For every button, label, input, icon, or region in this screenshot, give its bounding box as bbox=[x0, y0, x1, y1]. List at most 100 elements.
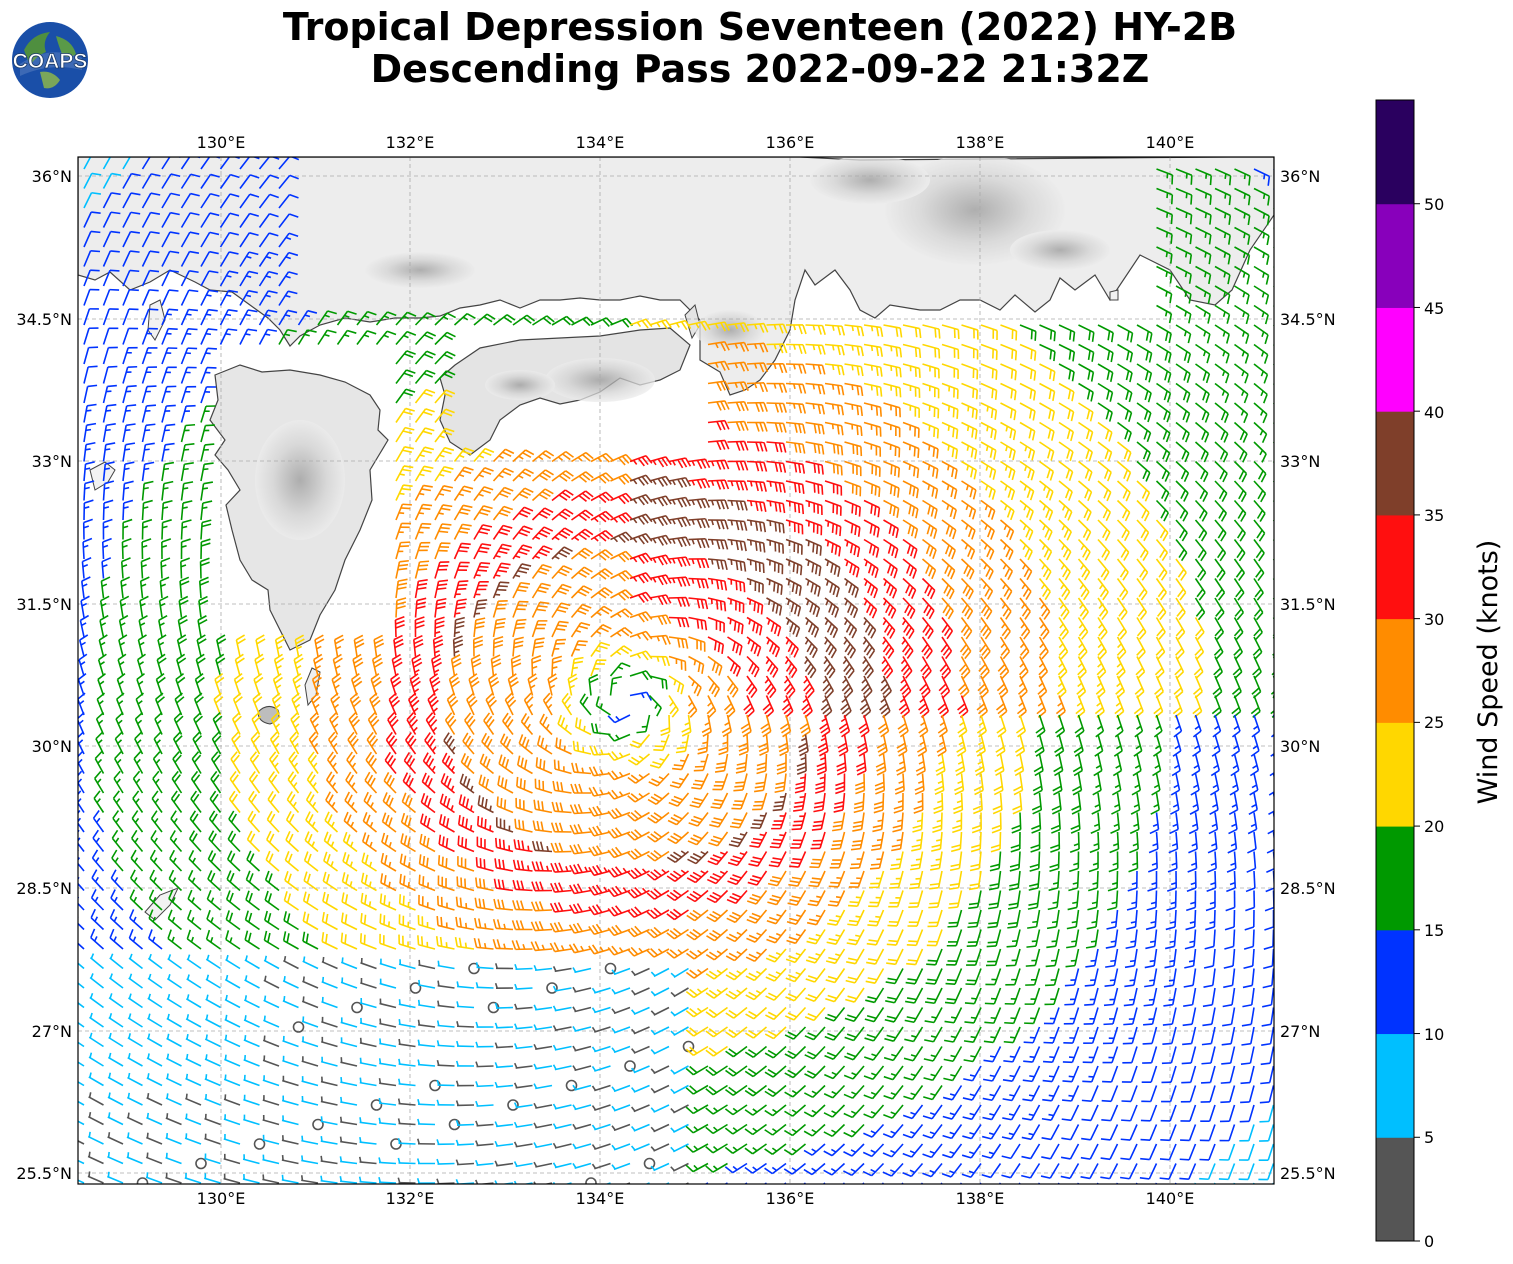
wind-barb bbox=[414, 369, 436, 385]
wind-barb bbox=[590, 317, 614, 327]
wind-barb bbox=[102, 346, 118, 365]
wind-barb bbox=[1097, 382, 1114, 402]
wind-barb bbox=[1097, 343, 1114, 363]
lat-tick-label: 31.5°N bbox=[16, 595, 72, 614]
wind-barb bbox=[1272, 480, 1274, 483]
wind-barb bbox=[1272, 402, 1274, 405]
wind-barb bbox=[1195, 187, 1212, 205]
wind-barb bbox=[668, 319, 692, 331]
wind-barb bbox=[122, 308, 139, 326]
wind-barb bbox=[844, 382, 864, 397]
wind-barb bbox=[1195, 285, 1212, 304]
wind-barb bbox=[707, 400, 730, 411]
chart-subtitle: Descending Pass 2022-09-22 21:32Z bbox=[370, 47, 1150, 91]
wind-barb bbox=[766, 363, 788, 374]
wind-barb bbox=[844, 343, 864, 357]
wind-barb bbox=[883, 402, 901, 418]
wind-barb bbox=[83, 230, 101, 248]
wind-barb bbox=[141, 385, 157, 404]
wind-barb bbox=[102, 384, 117, 404]
wind-barb bbox=[941, 324, 960, 340]
wind-barb bbox=[922, 402, 940, 419]
wind-barb bbox=[278, 309, 298, 326]
wind-barb bbox=[746, 362, 769, 373]
wind-barb bbox=[122, 365, 138, 384]
wind-barb bbox=[161, 231, 180, 248]
wind-barb bbox=[1117, 402, 1133, 423]
wind-barb bbox=[258, 193, 279, 209]
wind-barb bbox=[336, 329, 357, 345]
wind-barb bbox=[102, 269, 120, 287]
wind-barb bbox=[941, 363, 959, 379]
wind-barb bbox=[1214, 285, 1231, 305]
wind-barb bbox=[141, 157, 161, 170]
wind-barb bbox=[727, 400, 749, 412]
wind-barb bbox=[102, 403, 117, 423]
wind-barb bbox=[512, 314, 536, 326]
wind-barb bbox=[200, 212, 220, 228]
wind-barb bbox=[1253, 324, 1269, 345]
wind-barb bbox=[102, 365, 118, 384]
wind-barb bbox=[161, 385, 177, 404]
wind-barb bbox=[1195, 402, 1210, 423]
colorbar-segment bbox=[1376, 929, 1414, 1035]
wind-barb bbox=[1214, 402, 1229, 423]
wind-barb bbox=[1097, 402, 1113, 422]
wind-barb bbox=[571, 316, 594, 327]
wind-barb bbox=[1175, 207, 1193, 225]
wind-barb bbox=[1272, 539, 1274, 542]
lat-tick-label: 25.5°N bbox=[1280, 1164, 1336, 1183]
wind-barb bbox=[1272, 558, 1274, 562]
wind-barb bbox=[122, 327, 139, 345]
wind-barb bbox=[434, 350, 456, 365]
lat-tick-label: 33°N bbox=[1280, 452, 1320, 471]
wind-barb bbox=[746, 382, 769, 393]
wind-barb bbox=[1058, 324, 1076, 342]
wind-barb bbox=[200, 173, 220, 189]
wind-barb bbox=[1253, 363, 1269, 384]
wind-barb bbox=[1234, 187, 1251, 206]
colorbar-tick-label: 40 bbox=[1424, 403, 1444, 422]
wind-barb bbox=[219, 289, 239, 306]
wind-barb bbox=[1156, 363, 1172, 383]
wind-barb bbox=[941, 343, 960, 360]
wind-barb bbox=[1253, 402, 1268, 424]
wind-barb bbox=[1195, 226, 1212, 245]
wind-barb bbox=[1175, 265, 1192, 284]
wind-barb bbox=[258, 174, 280, 189]
wind-barb bbox=[180, 270, 199, 287]
lon-tick-label: 134°E bbox=[576, 1189, 625, 1208]
wind-barb bbox=[1253, 168, 1271, 186]
wind-barb bbox=[1116, 1182, 1119, 1184]
wind-barb bbox=[883, 382, 902, 398]
wind-barb bbox=[1175, 382, 1191, 403]
wind-barb bbox=[161, 308, 179, 326]
wind-barb bbox=[727, 381, 749, 392]
wind-barb bbox=[83, 288, 100, 306]
wind-barb bbox=[375, 330, 397, 345]
wind-barb bbox=[395, 350, 416, 365]
wind-barb bbox=[122, 192, 141, 209]
wind-barb bbox=[1156, 382, 1172, 403]
wind-barb bbox=[239, 328, 258, 345]
wind-barb bbox=[102, 327, 119, 345]
wind-barb bbox=[1273, 207, 1274, 210]
wind-barb bbox=[356, 330, 377, 345]
wind-barb bbox=[278, 193, 299, 209]
wind-barb bbox=[278, 328, 297, 345]
wind-barb bbox=[180, 366, 197, 384]
wind-barb bbox=[1058, 363, 1075, 382]
izu-oshima-island bbox=[1109, 289, 1119, 301]
wind-barb bbox=[1252, 1182, 1255, 1184]
wind-barb bbox=[83, 327, 99, 345]
wind-barb bbox=[1156, 324, 1172, 344]
wind-barb bbox=[336, 310, 357, 326]
wind-barb bbox=[1175, 343, 1192, 364]
wind-barb bbox=[278, 232, 299, 248]
wind-barb bbox=[493, 314, 516, 326]
wind-barb bbox=[1272, 421, 1274, 425]
wind-barb bbox=[102, 192, 121, 209]
wind-barb bbox=[824, 382, 845, 396]
lat-tick-label: 28.5°N bbox=[16, 879, 72, 898]
